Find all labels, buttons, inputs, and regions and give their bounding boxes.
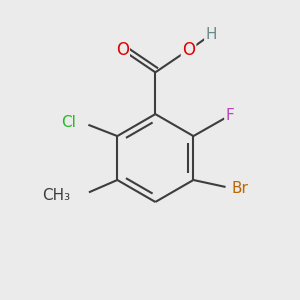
Text: O: O <box>182 41 195 59</box>
Text: O: O <box>116 41 129 59</box>
Text: H: H <box>205 27 217 42</box>
Text: Cl: Cl <box>61 115 76 130</box>
Text: F: F <box>226 108 234 123</box>
Text: CH₃: CH₃ <box>43 188 71 202</box>
Text: Br: Br <box>232 181 248 196</box>
